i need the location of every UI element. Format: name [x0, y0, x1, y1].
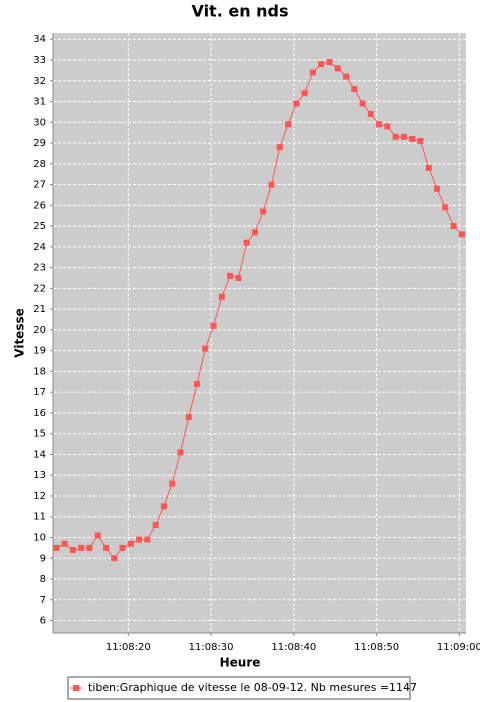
point-marker — [442, 204, 449, 211]
x-tick-label: 11:08:50 — [354, 642, 399, 653]
point-marker — [285, 121, 292, 128]
point-marker — [309, 69, 316, 76]
y-tick-label: 11 — [33, 512, 46, 523]
chart-title: Vit. en nds — [191, 2, 288, 21]
point-marker — [111, 555, 118, 562]
x-tick-label: 11:08:40 — [271, 642, 316, 653]
point-marker — [202, 345, 209, 352]
y-tick-label: 19 — [33, 346, 46, 357]
point-marker — [392, 133, 399, 140]
y-tick-label: 20 — [33, 325, 46, 336]
point-marker — [218, 293, 225, 300]
point-marker — [318, 61, 325, 68]
plot-area — [53, 33, 466, 633]
point-marker — [185, 414, 192, 421]
y-tick-label: 17 — [33, 387, 46, 398]
y-tick-label: 32 — [33, 76, 46, 87]
point-marker — [144, 536, 151, 543]
point-marker — [227, 272, 234, 279]
point-marker — [78, 544, 85, 551]
point-marker — [194, 380, 201, 387]
point-marker — [458, 231, 465, 238]
y-tick-label: 25 — [33, 221, 46, 232]
point-marker — [160, 503, 167, 510]
y-tick-label: 12 — [33, 491, 46, 502]
y-tick-label: 22 — [33, 283, 46, 294]
y-tick-label: 14 — [33, 449, 46, 460]
y-tick-label: 7 — [40, 595, 46, 606]
point-marker — [384, 123, 391, 130]
y-tick-label: 29 — [33, 138, 46, 149]
point-marker — [417, 137, 424, 144]
point-marker — [235, 274, 242, 281]
y-tick-label: 13 — [33, 470, 46, 481]
x-axis-title: Heure — [220, 656, 261, 670]
point-marker — [169, 480, 176, 487]
legend-box — [67, 676, 411, 700]
y-tick-label: 23 — [33, 263, 46, 274]
y-tick-label: 6 — [40, 616, 46, 627]
point-marker — [119, 544, 126, 551]
point-marker — [86, 544, 93, 551]
point-marker — [276, 144, 283, 151]
point-marker — [301, 90, 308, 97]
point-marker — [409, 135, 416, 142]
point-marker — [268, 181, 275, 188]
point-marker — [69, 546, 76, 553]
y-tick-label: 10 — [33, 532, 46, 543]
point-marker — [136, 536, 143, 543]
y-tick-label: 26 — [33, 200, 46, 211]
point-marker — [260, 208, 267, 215]
point-marker — [243, 239, 250, 246]
y-tick-label: 16 — [33, 408, 46, 419]
y-tick-label: 27 — [33, 180, 46, 191]
point-marker — [342, 73, 349, 80]
point-marker — [326, 59, 333, 66]
y-tick-label: 28 — [33, 159, 46, 170]
point-marker — [61, 540, 68, 547]
y-tick-label: 24 — [33, 242, 46, 253]
point-marker — [450, 223, 457, 230]
y-tick-label: 33 — [33, 55, 46, 66]
y-tick-label: 21 — [33, 304, 46, 315]
point-marker — [293, 100, 300, 107]
point-marker — [359, 100, 366, 107]
y-tick-label: 18 — [33, 366, 46, 377]
point-marker — [376, 121, 383, 128]
y-tick-label: 34 — [33, 34, 46, 45]
point-marker — [152, 522, 159, 529]
point-marker — [434, 185, 441, 192]
point-marker — [127, 540, 134, 547]
point-marker — [210, 322, 217, 329]
y-tick-label: 9 — [40, 553, 46, 564]
point-marker — [367, 110, 374, 117]
x-tick-label: 11:08:30 — [189, 642, 234, 653]
point-marker — [351, 86, 358, 93]
point-marker — [53, 544, 60, 551]
point-marker — [334, 65, 341, 72]
y-tick-label: 8 — [40, 574, 46, 585]
y-tick-label: 31 — [33, 97, 46, 108]
point-marker — [425, 164, 432, 171]
legend-label: tiben:Graphique de vitesse le 08-09-12. … — [88, 681, 417, 694]
y-axis-title: Vitesse — [13, 308, 27, 358]
x-tick-label: 11:08:20 — [106, 642, 151, 653]
point-marker — [251, 229, 258, 236]
y-tick-label: 30 — [33, 117, 46, 128]
y-tick-label: 15 — [33, 429, 46, 440]
x-tick-label: 11:09:00 — [437, 642, 480, 653]
point-marker — [102, 544, 109, 551]
point-marker — [177, 449, 184, 456]
point-marker — [94, 532, 101, 539]
point-marker — [400, 133, 407, 140]
